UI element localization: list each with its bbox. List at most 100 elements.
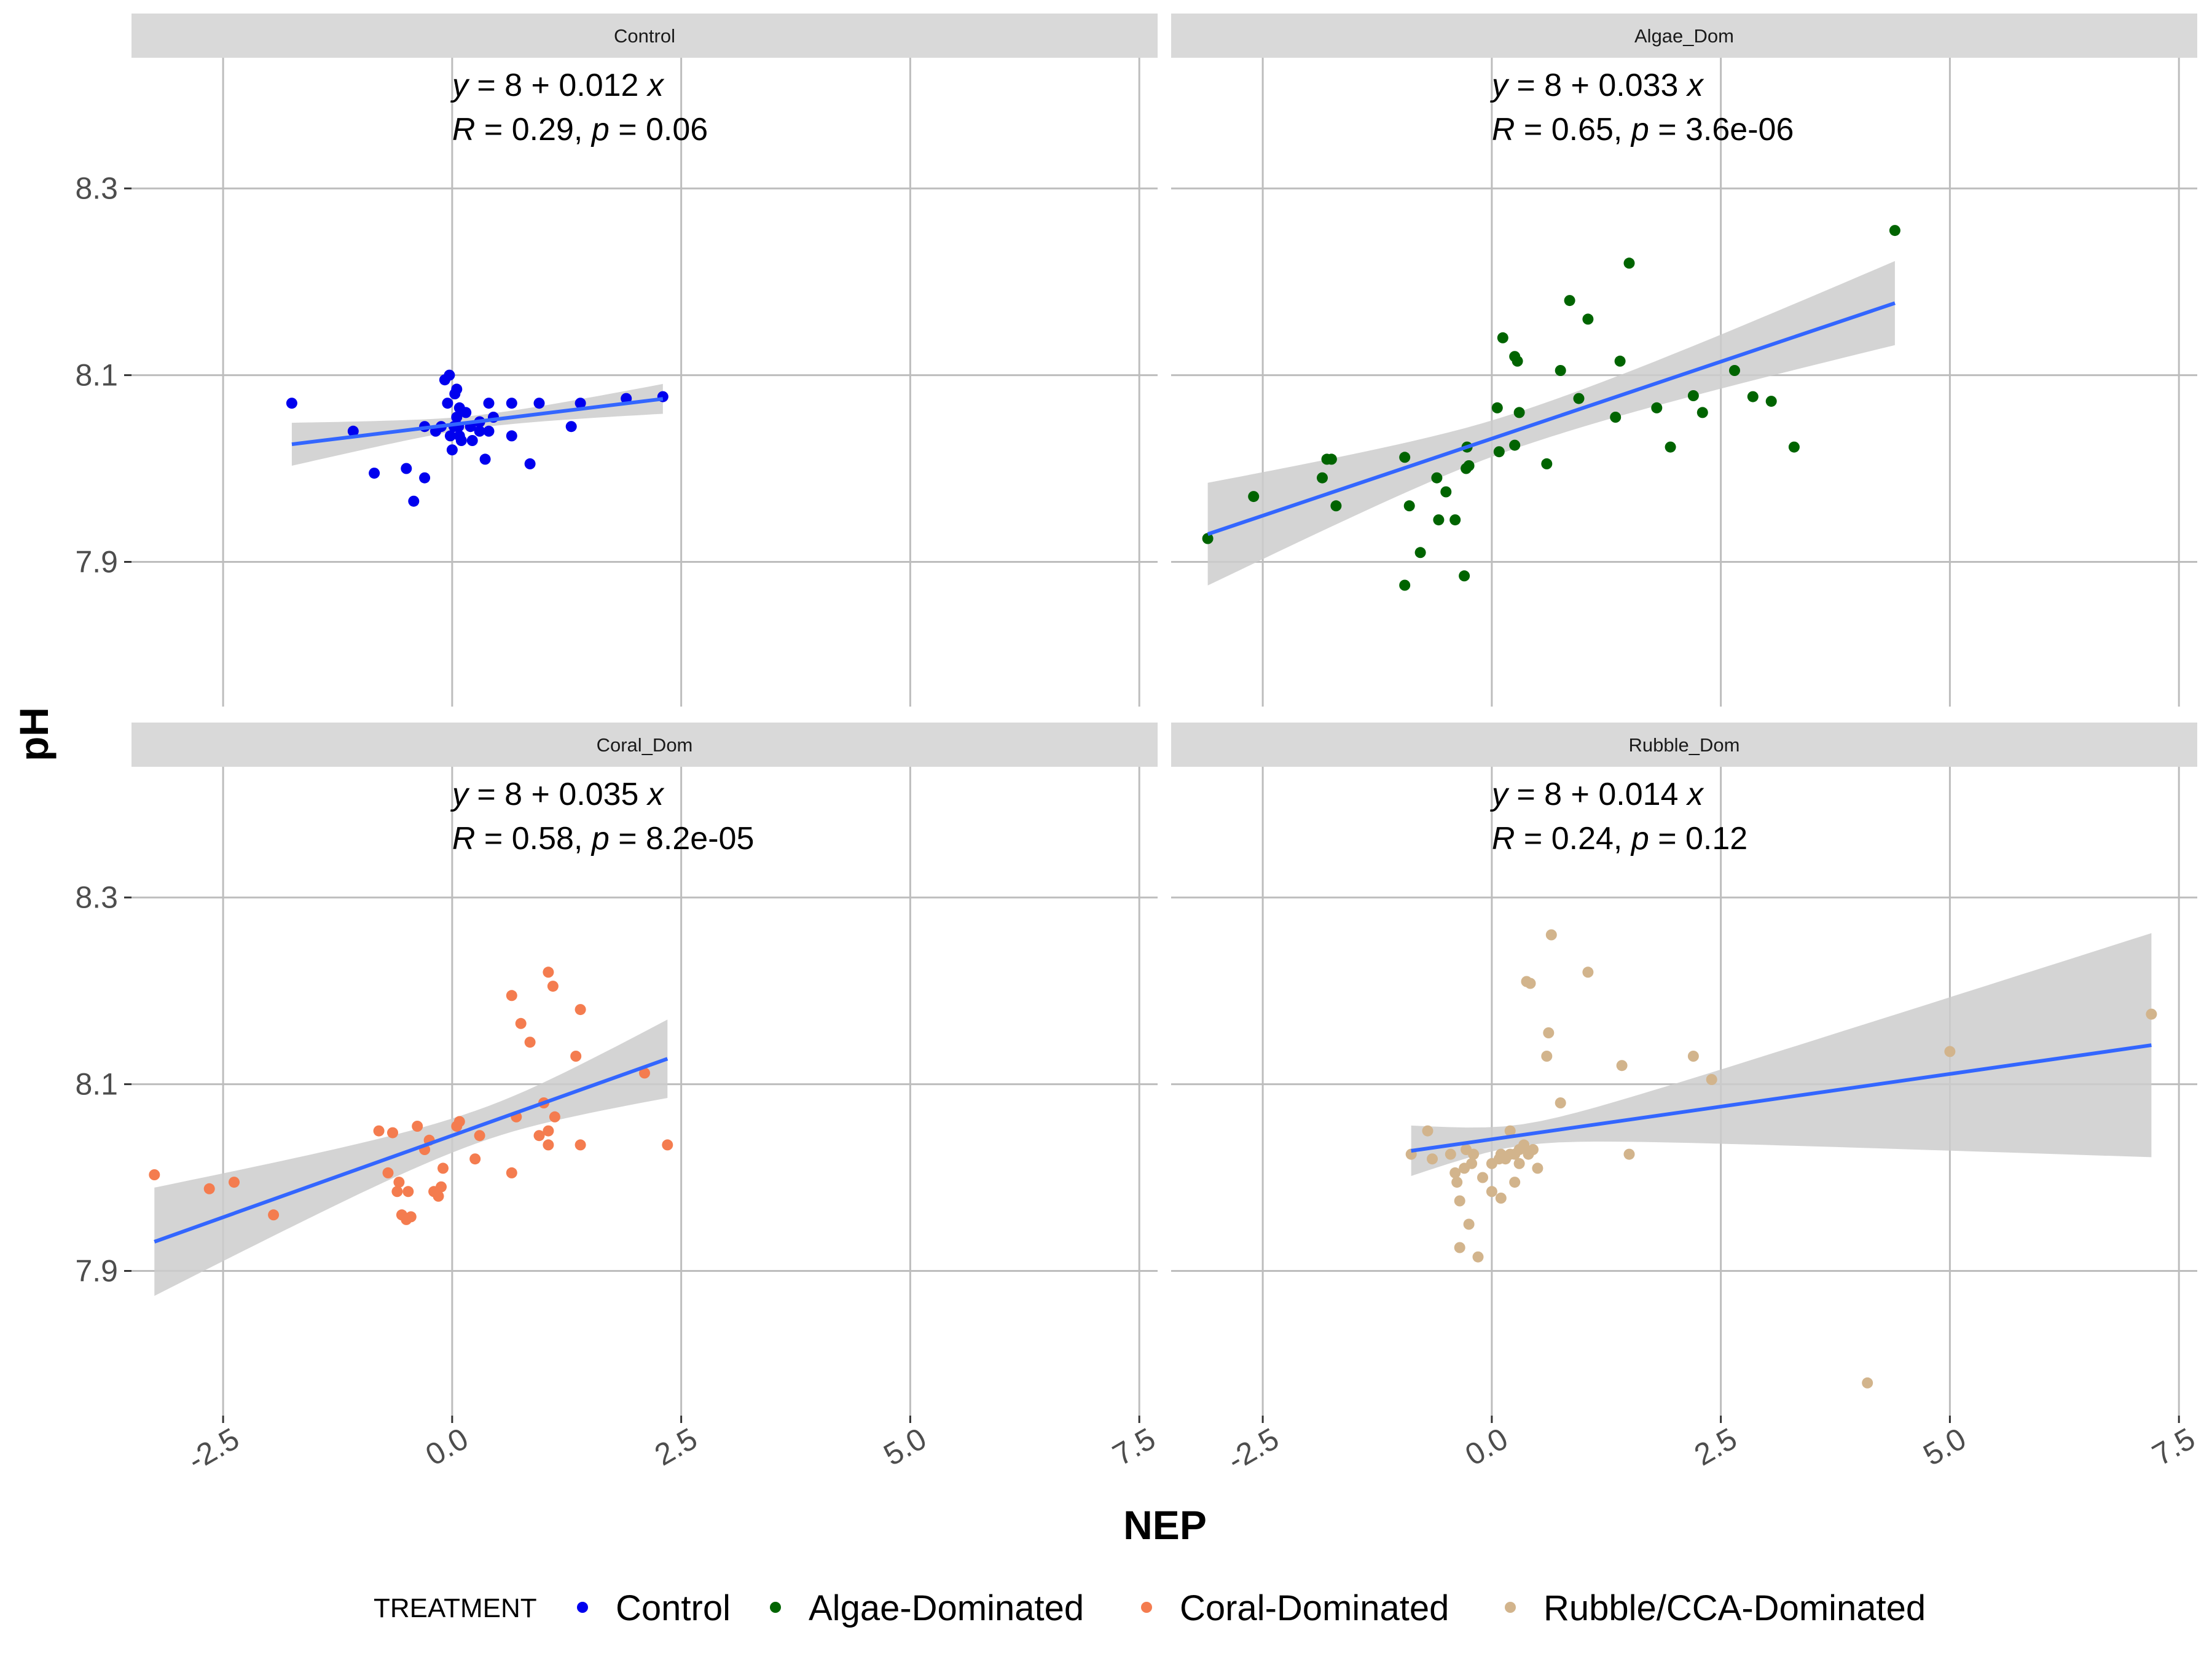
data-point — [1545, 929, 1557, 941]
data-point — [515, 1017, 527, 1029]
data-point — [1493, 446, 1505, 458]
data-point — [451, 412, 463, 423]
x-tick-label: 5.0 — [1918, 1421, 1972, 1472]
data-point — [1513, 407, 1525, 418]
data-point — [483, 398, 495, 409]
x-tick-label: 5.0 — [878, 1421, 932, 1472]
regression-line — [1207, 301, 1896, 536]
data-point — [506, 398, 517, 409]
data-point — [229, 1177, 240, 1188]
data-point — [1573, 393, 1585, 404]
data-point — [382, 1167, 394, 1178]
data-point — [1532, 1162, 1543, 1174]
data-point — [347, 425, 359, 437]
regression-equation: y = 8 + 0.033 x — [1490, 68, 1704, 103]
data-point — [533, 398, 545, 409]
data-point — [444, 430, 456, 442]
data-point — [2146, 1008, 2157, 1020]
y-tick-label: 8.3 — [75, 880, 118, 915]
y-tick-label: 8.1 — [75, 358, 118, 393]
regression-stats: R = 0.24, p = 0.12 — [1492, 821, 1747, 856]
data-point — [405, 1211, 417, 1223]
data-point — [1614, 355, 1626, 367]
facet-strip — [131, 14, 1158, 58]
data-point — [1497, 332, 1508, 343]
facet-strip-label: Rubble_Dom — [1629, 734, 1740, 756]
regression-line — [154, 1057, 669, 1244]
data-point — [460, 407, 472, 418]
data-point — [1509, 439, 1521, 451]
data-point — [1504, 1125, 1516, 1137]
legend-item: Control — [577, 1588, 731, 1628]
data-point — [1513, 1158, 1525, 1169]
data-point — [1449, 1167, 1461, 1178]
data-point — [1665, 441, 1676, 453]
legend-item: Algae-Dominated — [770, 1588, 1084, 1628]
data-point — [1616, 1060, 1628, 1072]
data-point — [506, 1167, 517, 1178]
regression-equation: y = 8 + 0.014 x — [1490, 777, 1704, 812]
legend-item: Coral-Dominated — [1141, 1588, 1449, 1628]
confidence-band — [1411, 933, 2152, 1176]
facet-strip-label: Algae_Dom — [1634, 25, 1734, 47]
data-point — [1422, 1125, 1433, 1137]
data-point — [437, 1162, 449, 1174]
x-tick-label: 2.5 — [1688, 1421, 1743, 1472]
data-point — [1541, 458, 1553, 469]
data-point — [1399, 579, 1411, 591]
x-tick-label: 7.5 — [2146, 1421, 2200, 1472]
regression-equation: y = 8 + 0.012 x — [450, 68, 665, 103]
x-tick-label: -2.5 — [182, 1421, 245, 1478]
data-point — [543, 966, 554, 978]
data-point — [1472, 1251, 1484, 1263]
confidence-band — [154, 1019, 668, 1296]
data-point — [1610, 412, 1622, 423]
data-point — [1524, 978, 1536, 989]
y-tick-label: 8.1 — [75, 1067, 118, 1102]
regression-stats: R = 0.29, p = 0.06 — [452, 112, 708, 147]
legend-label: Coral-Dominated — [1180, 1588, 1449, 1628]
data-point — [1459, 570, 1470, 582]
data-point — [479, 453, 491, 465]
data-point — [436, 1181, 447, 1193]
data-point — [1944, 1046, 1956, 1057]
data-point — [1528, 1144, 1539, 1155]
data-point — [575, 398, 586, 409]
data-point — [1555, 1097, 1566, 1108]
data-point — [474, 425, 485, 437]
data-point — [1454, 1242, 1465, 1253]
x-tick-label: 7.5 — [1107, 1421, 1161, 1472]
data-point — [1427, 1153, 1438, 1165]
data-point — [547, 981, 559, 992]
panels-layer: Control y = 8 + 0.012 x R = 0.29, p = 0.06… — [131, 14, 2197, 1416]
data-point — [524, 1037, 536, 1048]
data-point — [1687, 1051, 1699, 1062]
legend: TREATMENT Control Algae-Dominated Coral-Do… — [374, 1588, 1926, 1628]
data-point — [570, 1051, 582, 1062]
legend-title: TREATMENT — [374, 1593, 537, 1623]
data-point — [1403, 500, 1415, 512]
data-point — [1454, 1195, 1465, 1207]
data-point — [391, 1186, 403, 1198]
data-point — [369, 468, 380, 479]
facet-strip-label: Control — [614, 25, 675, 47]
data-point — [466, 435, 478, 446]
data-point — [1696, 407, 1708, 418]
legend-item: Rubble/CCA-Dominated — [1505, 1588, 1926, 1628]
data-point — [286, 398, 297, 409]
data-point — [1706, 1074, 1717, 1085]
data-point — [469, 1153, 481, 1165]
data-point — [1518, 1139, 1530, 1151]
data-point — [533, 1130, 545, 1142]
regression-equation: y = 8 + 0.035 x — [450, 777, 665, 812]
y-tick-label: 8.3 — [75, 171, 118, 206]
data-point — [1468, 1148, 1480, 1160]
data-point — [451, 383, 463, 395]
x-tick-label: 0.0 — [1459, 1421, 1513, 1472]
data-point — [662, 1139, 673, 1151]
regression-stats: R = 0.58, p = 8.2e-05 — [452, 821, 755, 856]
